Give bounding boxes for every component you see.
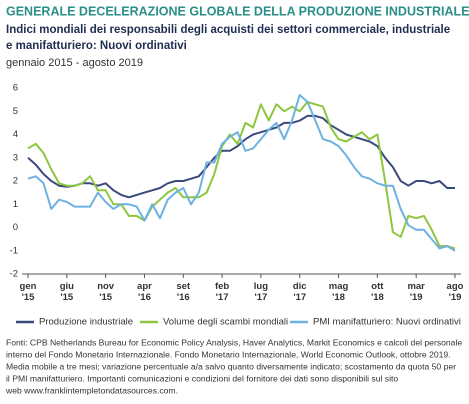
x-tick-label: lug '17 [254, 281, 268, 303]
legend-label: Produzione industriale [39, 317, 133, 328]
chart-subtitle: e manifatturiero: Nuovi ordinativi [6, 40, 187, 52]
y-tick-label: -2 [10, 269, 18, 280]
y-tick-label: 1 [13, 199, 18, 210]
footnote: Media mobile a tre mesi; variazione perc… [6, 361, 456, 371]
legend-label: Volume degli scambi mondiali [163, 317, 288, 328]
x-tick-label: mar '19 [407, 281, 425, 303]
y-tick-label: -1 [10, 245, 18, 256]
chart-subtitle: Indici mondiali dei responsabili degli a… [6, 24, 450, 36]
x-tick-label: ago '19 [447, 281, 464, 303]
legend-label: PMI manifatturiero: Nuovi ordinativi [313, 317, 461, 328]
x-tick-label: nov '15 [97, 281, 115, 303]
footnote: interno del Fondo Monetario Internaziona… [6, 349, 451, 359]
x-tick-label: mag '18 [329, 281, 349, 303]
footnote: web www.franklintempletondatasources.com… [5, 385, 178, 395]
y-tick-label: 2 [13, 176, 18, 187]
x-tick-label: giu '15 [60, 281, 74, 303]
chart-title: GENERALE DECELERAZIONE GLOBALE DELLA PRO… [6, 4, 469, 18]
period: gennaio 2015 - agosto 2019 [6, 57, 143, 69]
x-tick-label: set '16 [176, 281, 191, 303]
y-tick-label: 4 [13, 129, 18, 140]
x-tick-label: gen '15 [20, 281, 37, 303]
x-tick-label: ott '18 [371, 281, 384, 303]
x-tick-label: apr '16 [137, 281, 152, 303]
y-tick-label: 3 [13, 152, 18, 163]
x-tick-label: dic '17 [293, 281, 307, 303]
series-line [27, 94, 456, 252]
y-tick-label: 6 [13, 83, 18, 94]
y-tick-label: 5 [13, 106, 18, 117]
footnote: il PMI manifatturiero. Importanti comuni… [6, 373, 398, 383]
x-tick-label: feb '17 [215, 281, 229, 303]
y-tick-label: 0 [13, 222, 18, 233]
series-line [27, 100, 456, 250]
footnote: Fonti: CPB Netherlands Bureau for Econom… [6, 337, 462, 347]
